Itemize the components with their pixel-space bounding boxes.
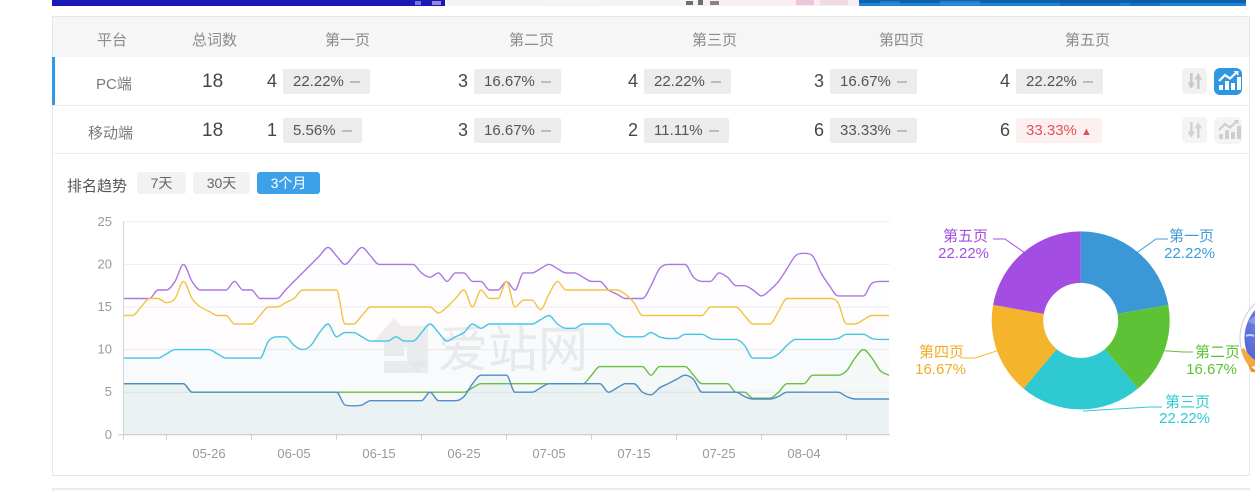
- svg-text:25: 25: [98, 214, 112, 229]
- svg-text:16.67%: 16.67%: [1186, 361, 1237, 378]
- svg-text:第三页: 第三页: [1165, 393, 1210, 411]
- svg-text:15: 15: [98, 299, 112, 314]
- svg-text:22.22%: 22.22%: [938, 245, 989, 262]
- svg-text:07-05: 07-05: [532, 446, 565, 461]
- svg-text:08-04: 08-04: [787, 446, 820, 461]
- svg-text:06-15: 06-15: [362, 446, 395, 461]
- svg-text:第四页: 第四页: [919, 343, 964, 361]
- svg-text:第二页: 第二页: [1195, 343, 1240, 361]
- svg-text:05-26: 05-26: [192, 446, 225, 461]
- svg-text:20: 20: [98, 256, 112, 271]
- svg-text:06-25: 06-25: [447, 446, 480, 461]
- svg-text:07-25: 07-25: [702, 446, 735, 461]
- svg-text:06-05: 06-05: [277, 446, 310, 461]
- svg-text:07-15: 07-15: [617, 446, 650, 461]
- svg-text:第一页: 第一页: [1169, 227, 1214, 245]
- svg-text:22.22%: 22.22%: [1164, 245, 1215, 262]
- svg-text:22.22%: 22.22%: [1159, 410, 1210, 427]
- svg-text:第五页: 第五页: [943, 227, 988, 245]
- svg-text:10: 10: [98, 342, 112, 357]
- svg-text:5: 5: [105, 384, 112, 399]
- svg-text:16.67%: 16.67%: [915, 361, 966, 378]
- svg-text:爱站网: 爱站网: [438, 322, 588, 378]
- svg-text:0: 0: [105, 427, 112, 442]
